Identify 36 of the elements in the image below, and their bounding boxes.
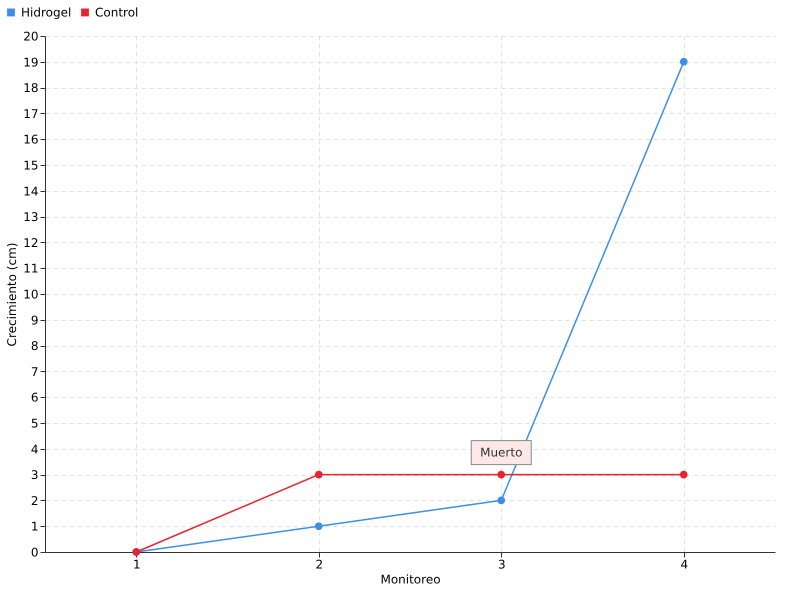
point xyxy=(314,470,323,478)
legend-label: Control xyxy=(95,5,138,20)
x-axis-title: Monitoreo xyxy=(380,572,441,586)
x-tick-label: 4 xyxy=(680,558,688,572)
legend-label: Hidrogel xyxy=(21,5,72,20)
y-tick-label: 7 xyxy=(30,364,38,379)
y-tick-label: 12 xyxy=(23,236,38,250)
y-tick-label: 3 xyxy=(30,468,38,482)
y-tick-label: 4 xyxy=(30,442,38,456)
y-tick-label: 2 xyxy=(30,494,38,508)
point xyxy=(680,58,688,66)
x-tick-label: 2 xyxy=(315,558,324,572)
y-tick-label: 9 xyxy=(30,313,38,328)
y-tick-label: 17 xyxy=(23,106,38,121)
y-tick-label: 6 xyxy=(30,390,38,405)
y-axis-title: Crecimiento (cm) xyxy=(5,242,20,346)
y-tick-label: 11 xyxy=(23,262,38,276)
x-tick-label: 1 xyxy=(132,558,141,572)
y-tick-label: 10 xyxy=(23,288,38,302)
annotation: Muerto xyxy=(480,446,522,460)
y-tick-label: 13 xyxy=(23,210,38,224)
point xyxy=(314,522,323,530)
y-tick-label: 0 xyxy=(30,546,38,560)
y-tick-label: 1 xyxy=(30,520,38,534)
point xyxy=(497,470,506,478)
y-tick-label: 5 xyxy=(30,416,38,430)
y-tick-label: 16 xyxy=(23,132,38,147)
y-tick-label: 15 xyxy=(23,158,38,172)
y-tick-label: 8 xyxy=(30,339,38,354)
x-tick-label: 3 xyxy=(498,558,506,572)
y-tick-label: 14 xyxy=(23,184,38,198)
y-tick-label: 20 xyxy=(23,30,38,44)
point xyxy=(497,496,506,504)
y-tick-label: 19 xyxy=(23,55,38,70)
y-tick-label: 18 xyxy=(23,81,38,96)
point xyxy=(680,470,688,478)
